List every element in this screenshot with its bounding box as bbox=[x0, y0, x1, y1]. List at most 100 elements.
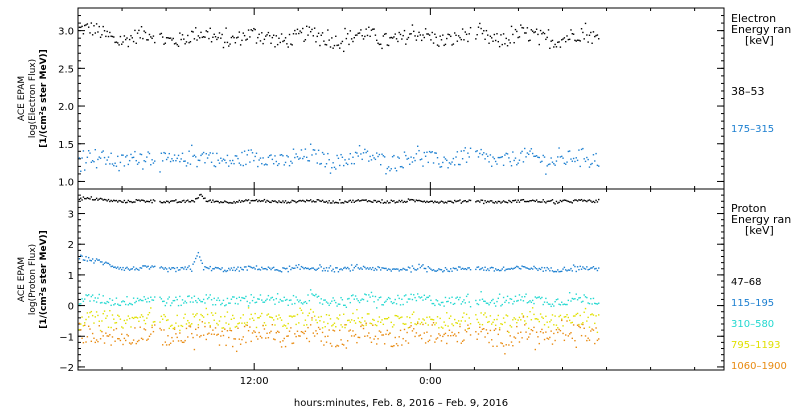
proton-point bbox=[368, 332, 370, 334]
proton-point bbox=[181, 325, 184, 328]
proton-point bbox=[298, 322, 300, 324]
electron-point bbox=[534, 155, 537, 157]
electron-point bbox=[588, 34, 591, 36]
proton-point bbox=[549, 200, 551, 202]
electron-point bbox=[464, 147, 466, 149]
proton-point bbox=[320, 266, 322, 268]
proton-point bbox=[598, 314, 600, 316]
proton-point bbox=[283, 267, 285, 269]
proton-point bbox=[229, 269, 231, 271]
proton-point bbox=[87, 325, 90, 327]
proton-point bbox=[282, 300, 284, 302]
proton-point bbox=[191, 332, 193, 335]
proton-point bbox=[344, 326, 346, 329]
proton-point bbox=[278, 200, 280, 202]
proton-point bbox=[114, 200, 116, 202]
proton-point bbox=[448, 297, 451, 299]
electron-point bbox=[328, 159, 330, 161]
electron-point bbox=[246, 154, 248, 156]
proton-point bbox=[591, 303, 593, 305]
proton-point bbox=[559, 199, 562, 202]
electron-point bbox=[339, 47, 341, 49]
electron-point bbox=[365, 151, 367, 154]
electron-point bbox=[494, 39, 497, 42]
proton-point bbox=[426, 271, 428, 273]
proton-point bbox=[502, 345, 505, 347]
proton-point bbox=[380, 201, 382, 204]
proton-point bbox=[321, 199, 324, 202]
proton-point bbox=[228, 323, 230, 325]
proton-point bbox=[128, 302, 131, 305]
electron-point bbox=[184, 160, 186, 162]
proton-point bbox=[361, 316, 363, 319]
proton-ytick-label: −1 bbox=[59, 332, 74, 343]
electron-point bbox=[81, 157, 83, 159]
proton-ytick-label: −2 bbox=[59, 363, 74, 374]
proton-point bbox=[107, 198, 110, 201]
electron-point bbox=[509, 42, 511, 44]
proton-point bbox=[587, 337, 589, 339]
proton-point bbox=[173, 200, 176, 202]
electron-point bbox=[298, 32, 300, 35]
proton-point bbox=[485, 269, 488, 272]
proton-point bbox=[584, 200, 587, 202]
proton-point bbox=[444, 324, 447, 327]
proton-point bbox=[167, 298, 169, 300]
electron-point bbox=[94, 148, 96, 151]
proton-point bbox=[209, 294, 211, 296]
proton-point bbox=[165, 302, 168, 304]
proton-point bbox=[103, 302, 106, 304]
proton-point bbox=[254, 268, 256, 270]
proton-point bbox=[296, 201, 299, 203]
proton-point bbox=[237, 201, 239, 203]
electron-point bbox=[358, 144, 361, 147]
proton-point bbox=[224, 200, 226, 202]
proton-point bbox=[331, 300, 333, 302]
proton-point bbox=[588, 339, 591, 341]
electron-point bbox=[221, 160, 223, 162]
proton-point bbox=[139, 316, 141, 318]
proton-point bbox=[403, 200, 406, 203]
proton-point bbox=[103, 198, 106, 201]
proton-point bbox=[159, 296, 161, 298]
proton-point bbox=[349, 321, 352, 323]
proton-point bbox=[527, 301, 530, 303]
proton-point bbox=[455, 335, 457, 337]
proton-point bbox=[323, 267, 325, 270]
proton-point bbox=[383, 301, 386, 304]
proton-point bbox=[427, 266, 429, 268]
proton-point bbox=[246, 269, 248, 271]
proton-point bbox=[283, 324, 285, 326]
proton-point bbox=[259, 294, 262, 296]
proton-point bbox=[497, 297, 500, 300]
electron-point bbox=[245, 163, 247, 166]
proton-point bbox=[323, 321, 325, 323]
proton-point bbox=[428, 316, 431, 318]
proton-point bbox=[538, 201, 540, 203]
electron-point bbox=[303, 40, 305, 43]
proton-point bbox=[551, 343, 554, 345]
proton-point bbox=[411, 313, 414, 316]
proton-point bbox=[168, 327, 170, 330]
proton-point bbox=[148, 268, 151, 270]
proton-point bbox=[321, 270, 324, 272]
proton-point bbox=[327, 322, 329, 325]
proton-point bbox=[588, 268, 591, 270]
proton-point bbox=[295, 296, 297, 298]
proton-point bbox=[517, 332, 519, 334]
proton-point bbox=[422, 201, 424, 203]
proton-point bbox=[413, 328, 415, 330]
proton-point bbox=[386, 298, 389, 301]
proton-point bbox=[173, 267, 176, 270]
proton-point bbox=[353, 319, 355, 322]
electron-point bbox=[146, 39, 148, 41]
electron-series bbox=[78, 143, 600, 175]
proton-point bbox=[291, 199, 293, 202]
electron-point bbox=[434, 33, 436, 35]
electron-point bbox=[380, 163, 382, 166]
electron-point bbox=[299, 30, 301, 32]
electron-point bbox=[483, 30, 485, 32]
proton-point bbox=[354, 200, 357, 202]
electron-point bbox=[545, 38, 547, 41]
proton-point bbox=[493, 302, 496, 305]
